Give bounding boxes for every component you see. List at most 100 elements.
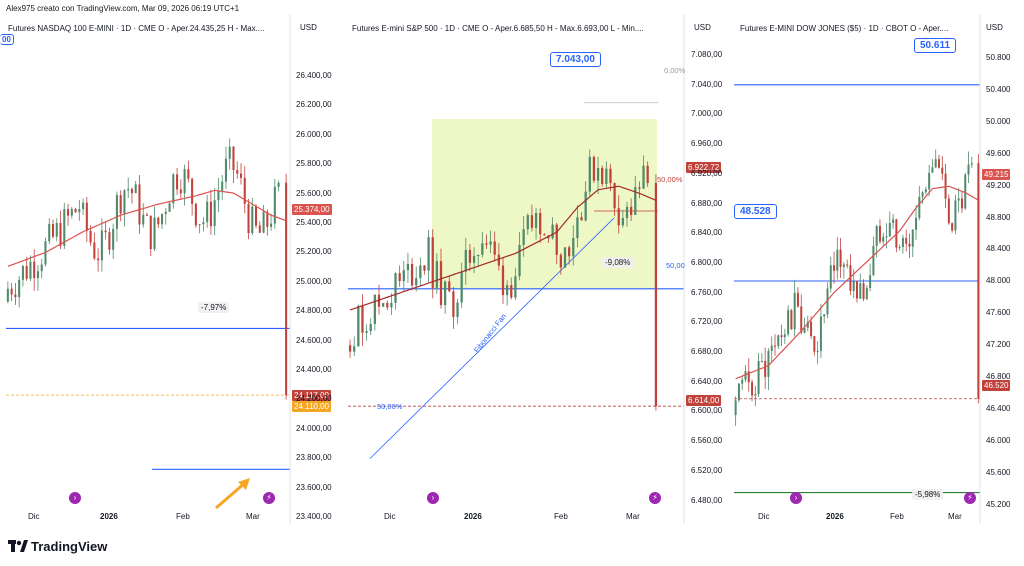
candle (921, 191, 924, 204)
candle (605, 161, 608, 188)
candle (452, 287, 455, 329)
candle (40, 258, 43, 279)
chart-caption: Alex975 creato con TradingView.com, Mar … (6, 4, 240, 13)
y-tick-label: 6.680,00 (691, 347, 723, 356)
candle (55, 218, 58, 242)
candle (243, 166, 246, 214)
candle (285, 173, 288, 400)
candle (563, 247, 567, 269)
candle (63, 202, 66, 250)
candle (168, 201, 171, 212)
candle (353, 336, 356, 356)
candle (613, 182, 616, 216)
ma-price-label: 25.374,00 (292, 204, 332, 215)
candle (741, 375, 744, 391)
y-tick-label: 6.720,00 (691, 317, 723, 327)
candle (737, 383, 740, 403)
candle (878, 219, 881, 244)
tradingview-logo: TradingView (8, 539, 107, 554)
candle (149, 215, 152, 257)
event-icon[interactable]: › (790, 492, 802, 504)
candle (842, 261, 845, 279)
y-tick-label: 6.560,00 (691, 436, 723, 446)
x-tick-label: 2026 (464, 512, 482, 521)
candle (819, 304, 822, 358)
x-tick-label: 2026 (826, 512, 844, 521)
event-icon[interactable]: ⚡ (263, 492, 275, 504)
last-price-label: 6.614,00 (686, 395, 722, 406)
candle (232, 145, 235, 183)
candle (747, 358, 750, 392)
candle (954, 194, 957, 235)
y-tick-label: 26.000,00 (296, 129, 332, 139)
candle (539, 208, 542, 244)
candle (78, 199, 81, 221)
candle (654, 174, 658, 411)
candle (816, 341, 819, 365)
event-icon[interactable]: ⚡ (649, 492, 661, 504)
candle (402, 260, 405, 292)
x-tick-label: Dic (758, 512, 770, 521)
y-tick-label: 6.920,00 (691, 168, 723, 178)
candle (481, 231, 484, 258)
candle (941, 156, 944, 181)
target-price-label: 24.110,00 (292, 401, 331, 412)
event-icon[interactable]: ⚡ (964, 492, 976, 504)
event-icon[interactable]: › (427, 492, 439, 504)
y-tick-label: 6.520,00 (691, 465, 723, 475)
y-tick-label: 24.600,00 (296, 335, 332, 345)
candle (849, 254, 852, 296)
candle (85, 196, 88, 243)
currency-label: USD (300, 23, 317, 32)
candle (588, 149, 591, 197)
candle (361, 294, 364, 346)
event-icon[interactable]: › (69, 492, 81, 504)
candle (744, 364, 747, 383)
high-callout: 7.043,00 (550, 52, 601, 67)
y-tick-label: 46.400 (986, 403, 1011, 413)
tradingview-logo-icon (8, 540, 28, 552)
y-tick-label: 6.480,00 (691, 495, 723, 505)
candle (892, 213, 895, 229)
y-tick-label: 6.960,00 (691, 139, 723, 149)
y-tick-label: 47.600 (986, 308, 1011, 318)
candle (559, 252, 563, 275)
y-tick-label: 46.000 (986, 435, 1011, 445)
sp500-chart (348, 14, 685, 524)
candle (823, 314, 826, 324)
candle (6, 281, 9, 304)
x-tick-label: Mar (626, 512, 640, 521)
candle (530, 204, 534, 232)
candle (228, 138, 231, 170)
y-tick-label: 25.600,00 (296, 188, 332, 198)
y-tick-label: 6.840,00 (691, 228, 723, 238)
y-tick-label: 49.200 (986, 180, 1011, 190)
y-tick-label: 50.800 (986, 53, 1011, 62)
candle (576, 205, 579, 248)
y-tick-label: 25.400,00 (296, 218, 332, 227)
candle (800, 294, 803, 335)
candle (534, 207, 538, 240)
candle (239, 163, 243, 185)
candle (348, 339, 352, 358)
drawdown-label: -7,97% (198, 302, 230, 313)
candle (179, 179, 182, 200)
drawdown-label: -5,98% (912, 489, 944, 500)
candle (796, 287, 799, 308)
candle (145, 212, 149, 217)
candle (33, 249, 36, 291)
candle (510, 277, 513, 300)
candle (790, 309, 793, 330)
candle (406, 252, 410, 283)
candle (262, 204, 265, 234)
candle (176, 167, 179, 195)
fib-fifty-left-label: 50,00% (377, 402, 403, 411)
y-tick-label: 50.400 (986, 84, 1011, 94)
y-tick-label: 23.600,00 (296, 482, 332, 492)
y-tick-label: 7.040,00 (691, 79, 723, 89)
y-tick-label: 48.000 (986, 276, 1011, 286)
y-tick-label: 26.400,00 (296, 71, 332, 80)
candle (365, 324, 368, 341)
candle (130, 187, 133, 204)
candle (888, 211, 891, 238)
